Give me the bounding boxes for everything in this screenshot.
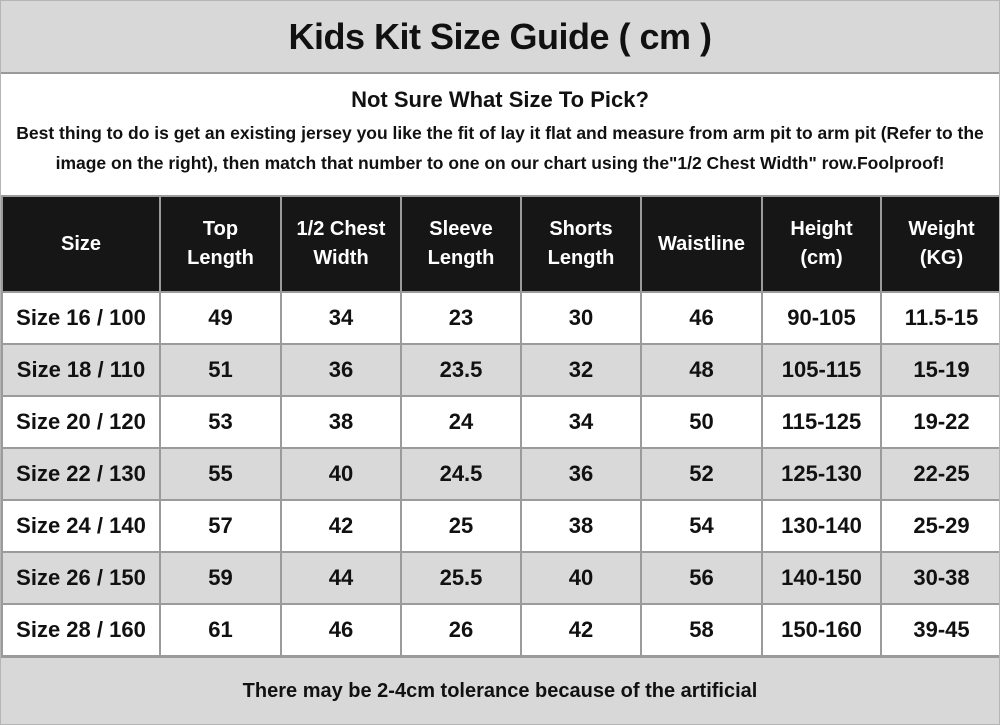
measurement-cell: 15-19 <box>880 343 999 397</box>
column-header-weight: Weight (KG) <box>880 195 999 293</box>
size-table-row: Size 18 / 110 51 36 23.5 32 48 105-115 15-19 <box>1 343 999 397</box>
column-header-waistline: Waistline <box>640 195 763 293</box>
footer-note-text: There may be 2-4cm tolerance because of … <box>242 679 758 702</box>
size-table-row: Size 20 / 120 53 38 24 34 50 115-125 19-22 <box>1 395 999 449</box>
measurement-cell: 52 <box>640 447 763 501</box>
measurement-cell: 59 <box>159 551 282 605</box>
measurement-cell: 25 <box>400 499 522 553</box>
measurement-cell: 34 <box>280 291 402 345</box>
column-header-height: Height (cm) <box>761 195 882 293</box>
measurement-cell: 36 <box>280 343 402 397</box>
measurement-cell: 23.5 <box>400 343 522 397</box>
info-section: Not Sure What Size To Pick? Best thing t… <box>1 74 999 195</box>
measurement-cell: 19-22 <box>880 395 999 449</box>
measurement-cell: 50 <box>640 395 763 449</box>
measurement-cell: 115-125 <box>761 395 882 449</box>
measurement-cell: 61 <box>159 603 282 657</box>
measurement-cell: 90-105 <box>761 291 882 345</box>
size-table-row: Size 16 / 100 49 34 23 30 46 90-105 11.5-15 <box>1 291 999 345</box>
measurement-cell: 40 <box>520 551 642 605</box>
title-bar: Kids Kit Size Guide ( cm ) <box>1 1 999 74</box>
measurement-cell: 51 <box>159 343 282 397</box>
page-title: Kids Kit Size Guide ( cm ) <box>288 15 712 57</box>
measurement-cell: 140-150 <box>761 551 882 605</box>
measurement-cell: 32 <box>520 343 642 397</box>
measurement-cell: 30 <box>520 291 642 345</box>
measurement-cell: 36 <box>520 447 642 501</box>
measurement-cell: 54 <box>640 499 763 553</box>
measurement-cell: 49 <box>159 291 282 345</box>
column-header-sleeve-length: Sleeve Length <box>400 195 522 293</box>
measurement-cell: 34 <box>520 395 642 449</box>
measurement-cell: 46 <box>640 291 763 345</box>
measurement-cell: 26 <box>400 603 522 657</box>
footer-note-bar: There may be 2-4cm tolerance because of … <box>1 657 999 724</box>
measurement-cell: 56 <box>640 551 763 605</box>
measurement-cell: 38 <box>520 499 642 553</box>
measurement-cell: 30-38 <box>880 551 999 605</box>
measurement-cell: 42 <box>520 603 642 657</box>
column-header-shorts-length: Shorts Length <box>520 195 642 293</box>
size-table-row: Size 22 / 130 55 40 24.5 36 52 125-130 22-25 <box>1 447 999 501</box>
size-table-header: Size Top Length 1/2 Chest Width Sleeve L… <box>1 195 999 293</box>
size-label-cell: Size 24 / 140 <box>1 499 161 553</box>
measurement-cell: 44 <box>280 551 402 605</box>
size-label-cell: Size 22 / 130 <box>1 447 161 501</box>
size-label-cell: Size 20 / 120 <box>1 395 161 449</box>
measurement-cell: 150-160 <box>761 603 882 657</box>
measurement-cell: 58 <box>640 603 763 657</box>
measurement-cell: 11.5-15 <box>880 291 999 345</box>
measurement-cell: 53 <box>159 395 282 449</box>
size-table-row: Size 28 / 160 61 46 26 42 58 150-160 39-45 <box>1 603 999 657</box>
column-header-chest-width: 1/2 Chest Width <box>280 195 402 293</box>
measurement-cell: 105-115 <box>761 343 882 397</box>
measurement-cell: 42 <box>280 499 402 553</box>
measurement-cell: 22-25 <box>880 447 999 501</box>
measurement-cell: 39-45 <box>880 603 999 657</box>
measurement-cell: 25-29 <box>880 499 999 553</box>
measurement-cell: 38 <box>280 395 402 449</box>
size-table: Size Top Length 1/2 Chest Width Sleeve L… <box>1 195 999 657</box>
size-table-body: Size 16 / 100 49 34 23 30 46 90-105 11.5-15 Size… <box>1 291 999 657</box>
measurement-cell: 24 <box>400 395 522 449</box>
size-table-row: Size 26 / 150 59 44 25.5 40 56 140-150 30-38 <box>1 551 999 605</box>
column-header-top-length: Top Length <box>159 195 282 293</box>
measurement-cell: 48 <box>640 343 763 397</box>
size-table-row: Size 24 / 140 57 42 25 38 54 130-140 25-29 <box>1 499 999 553</box>
measurement-cell: 24.5 <box>400 447 522 501</box>
size-label-cell: Size 16 / 100 <box>1 291 161 345</box>
measurement-cell: 57 <box>159 499 282 553</box>
measurement-cell: 130-140 <box>761 499 882 553</box>
measurement-cell: 25.5 <box>400 551 522 605</box>
info-heading: Not Sure What Size To Pick? <box>351 86 649 112</box>
info-body-text: Best thing to do is get an existing jers… <box>16 122 984 173</box>
measurement-cell: 46 <box>280 603 402 657</box>
measurement-cell: 23 <box>400 291 522 345</box>
header-row: Size Top Length 1/2 Chest Width Sleeve L… <box>1 195 999 293</box>
measurement-cell: 125-130 <box>761 447 882 501</box>
measurement-cell: 40 <box>280 447 402 501</box>
size-label-cell: Size 18 / 110 <box>1 343 161 397</box>
measurement-cell: 55 <box>159 447 282 501</box>
size-label-cell: Size 26 / 150 <box>1 551 161 605</box>
size-label-cell: Size 28 / 160 <box>1 603 161 657</box>
column-header-size: Size <box>1 195 161 293</box>
